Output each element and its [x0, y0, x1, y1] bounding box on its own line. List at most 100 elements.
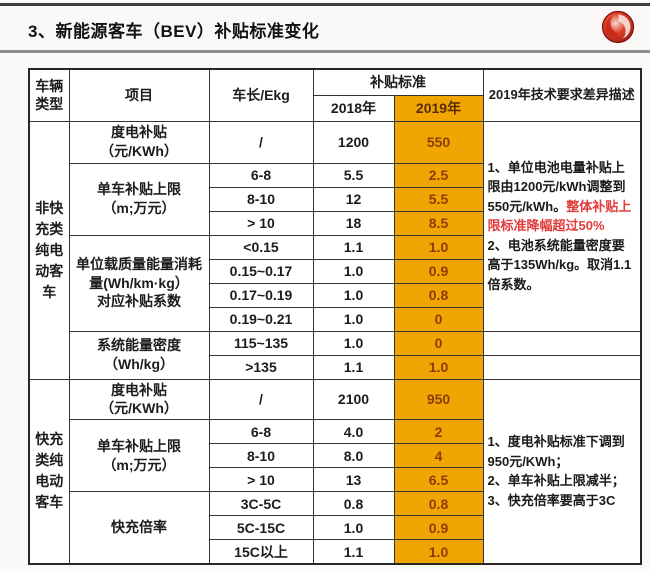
value-2018-cell: 1.0	[312, 306, 395, 332]
diff-description-cell: 1、度电补贴标准下调到950元/KWh； 2、单车补贴上限减半； 3、快充倍率要高于…	[482, 378, 642, 565]
value-2019-cell: 6.5	[393, 467, 484, 493]
length-cell: 115~135	[208, 330, 314, 356]
length-cell: > 10	[208, 210, 314, 236]
value-2019-cell: 5.5	[393, 186, 484, 212]
title-divider	[0, 50, 650, 53]
header-row-top: 车辆 类型 项目 车长/Ekg 补贴标准 2019年技术要求差异描述	[28, 68, 642, 122]
value-2018-cell: 1.0	[312, 515, 395, 541]
vehicle-type-cell: 快充 类纯 电动 客车	[28, 378, 70, 565]
diff-description-empty-cell	[482, 354, 642, 380]
value-2019-cell: 950	[393, 378, 484, 421]
length-cell: 15C以上	[208, 539, 314, 565]
description-text: 2、电池系统能量密度要高于135Wh/kg。取消1.1倍系数。	[487, 237, 632, 292]
value-2018-cell: 2100	[312, 378, 395, 421]
table-row: 15C以上 1.1 1.0	[29, 539, 641, 565]
value-2019-cell: 4	[393, 443, 484, 469]
length-cell: 5C-15C	[208, 515, 314, 541]
length-cell: 8-10	[208, 186, 314, 212]
description-paragraph: 2、电池系统能量密度要高于135Wh/kg。取消1.1倍系数。	[488, 236, 637, 295]
length-cell: /	[208, 120, 314, 164]
length-cell: 6-8	[208, 162, 314, 188]
description-text: 2、单车补贴上限减半；	[487, 473, 625, 489]
value-2019-cell: 0.8	[393, 491, 484, 517]
length-cell: 6-8	[208, 419, 314, 445]
item-cell: 度电补贴 （元/KWh）	[68, 120, 210, 164]
length-cell: 3C-5C	[208, 491, 314, 517]
value-2019-cell: 8.5	[393, 210, 484, 236]
value-2019-cell: 2	[393, 419, 484, 445]
table-row: 快充倍率 3C-5C 0.8 0.8	[29, 491, 641, 565]
table-row: 0.15~0.17 1.0 0.9	[29, 258, 641, 284]
table-row: 单车补贴上限 （m;万元） 6-8 5.5 2.5	[29, 162, 641, 236]
diff-description-cell: 1、单位电池电量补贴上限由1200元/kWh调整到550元/kWh。整体补贴上限…	[482, 120, 642, 332]
length-cell: >135	[208, 354, 314, 380]
table-row: 非快 充类 纯电 动客 车度电补贴 （元/KWh）/1200 550 1、单位电池电…	[28, 120, 642, 380]
description-paragraph: 2、单车补贴上限减半；	[488, 471, 637, 491]
value-2018-cell: 1.0	[312, 330, 395, 356]
length-cell: <0.15	[208, 234, 314, 260]
length-cell: 0.17~0.19	[208, 282, 314, 308]
description-text: 1、单位电池电量补贴上限由1200元/kWh调整到550元/kWh。	[487, 159, 626, 214]
value-2019-cell: 2.5	[393, 162, 484, 188]
length-cell: > 10	[208, 467, 314, 493]
header-item: 项目	[68, 68, 210, 122]
dongfeng-logo-icon	[601, 10, 635, 44]
table-row: >135 1.1 1.0	[29, 354, 642, 380]
length-cell: 8-10	[208, 443, 314, 469]
value-2018-cell: 13	[312, 467, 395, 493]
header-diff-description: 2019年技术要求差异描述	[482, 68, 642, 122]
value-2018-cell: 1200	[312, 120, 395, 164]
description-paragraph: 3、快充倍率要高于3C	[488, 491, 637, 511]
item-cell: 单车补贴上限 （m;万元）	[68, 162, 210, 236]
table-row: 0.17~0.19 1.0 0.8	[29, 282, 641, 308]
table-row: 0.19~0.21 1.0 0	[29, 306, 641, 332]
value-2019-cell: 550	[393, 120, 484, 164]
alert-text: 整体补贴上限标准降幅超过50%	[487, 198, 632, 234]
length-cell: 0.19~0.21	[208, 306, 314, 332]
table-row: 系统能量密度 （Wh/kg） 115~135 1.0 0	[29, 330, 642, 380]
value-2019-cell: 0.9	[393, 515, 484, 541]
item-cell: 单位载质量能量消耗 量(Wh/km·kg） 对应补贴系数	[68, 234, 210, 332]
value-2019-cell: 1.0	[393, 539, 484, 565]
vehicle-type-cell: 非快 充类 纯电 动客 车	[28, 120, 70, 380]
value-2019-cell: 0	[393, 330, 484, 356]
value-2018-cell: 1.1	[312, 539, 395, 565]
page-title: 3、新能源客车（BEV）补贴标准变化	[28, 22, 320, 41]
item-cell: 系统能量密度 （Wh/kg）	[68, 330, 210, 380]
header-vehicle-type: 车辆 类型	[28, 68, 70, 122]
value-2018-cell: 4.0	[312, 419, 395, 445]
description-paragraph: 1、度电补贴标准下调到950元/KWh；	[488, 432, 637, 471]
diff-description-empty-cell	[482, 330, 642, 356]
value-2019-cell: 0.8	[393, 282, 484, 308]
item-cell: 单车补贴上限 （m;万元）	[68, 419, 210, 493]
table-row: > 10 13 6.5	[29, 467, 641, 493]
table-row: 快充 类纯 电动 客车 度电补贴 （元/KWh）/2100 950 1、度电补贴标准下…	[28, 378, 642, 565]
table-row: 单位载质量能量消耗 量(Wh/km·kg） 对应补贴系数 <0.15 1.1 1.0	[29, 234, 641, 332]
value-2018-cell: 5.5	[312, 162, 395, 188]
table-row: 8-10 8.0 4	[29, 443, 641, 469]
value-2018-cell: 18	[312, 210, 395, 236]
slide-top-rule	[0, 3, 650, 6]
description-paragraph: 1、单位电池电量补贴上限由1200元/kWh调整到550元/kWh。整体补贴上限…	[488, 158, 637, 236]
header-year-2018: 2018年	[312, 94, 395, 122]
header-subsidy-standard: 补贴标准	[312, 68, 484, 96]
value-2019-cell: 0	[393, 306, 484, 332]
description-text: 3、快充倍率要高于3C	[487, 492, 616, 508]
value-2018-cell: 8.0	[312, 443, 395, 469]
value-2019-cell: 1.0	[393, 354, 484, 380]
value-2019-cell: 1.0	[393, 234, 484, 260]
value-2018-cell: 1.0	[312, 258, 395, 284]
header-year-2019: 2019年	[393, 94, 484, 122]
value-2018-cell: 1.1	[312, 234, 395, 260]
value-2018-cell: 1.0	[312, 282, 395, 308]
length-cell: /	[208, 378, 314, 421]
table-row: 5C-15C 1.0 0.9	[29, 515, 641, 541]
header-row-years: 2018年 2019年	[29, 94, 641, 122]
item-cell: 度电补贴 （元/KWh）	[68, 378, 210, 421]
item-cell: 快充倍率	[68, 491, 210, 565]
table-row: 8-10 12 5.5	[29, 186, 641, 212]
value-2018-cell: 1.1	[312, 354, 395, 380]
description-text: 1、度电补贴标准下调到950元/KWh；	[487, 434, 625, 469]
value-2018-cell: 12	[312, 186, 395, 212]
header-length: 车长/Ekg	[208, 68, 314, 122]
